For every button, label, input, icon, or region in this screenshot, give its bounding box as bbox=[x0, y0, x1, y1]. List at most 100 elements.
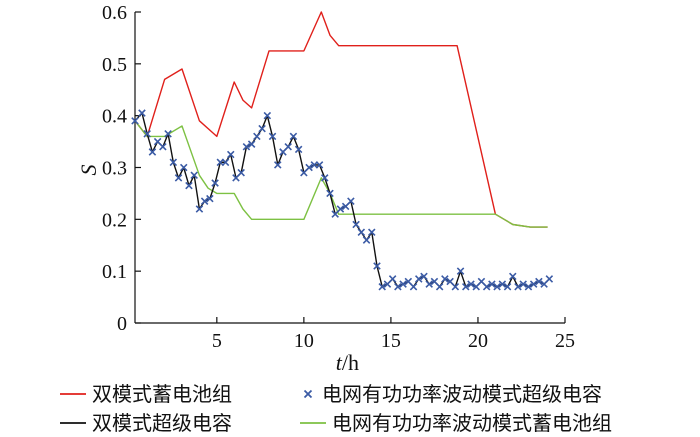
data-point-marker bbox=[237, 168, 245, 177]
data-point-marker bbox=[529, 280, 538, 288]
data-point-marker bbox=[247, 140, 256, 148]
data-point-marker bbox=[503, 282, 512, 291]
y-tick-label: 0.1 bbox=[102, 261, 127, 283]
data-point-marker bbox=[357, 228, 366, 237]
data-point-marker bbox=[394, 282, 402, 291]
data-point-marker bbox=[545, 275, 554, 283]
data-point-marker bbox=[185, 181, 193, 190]
y-tick-label: 0.5 bbox=[102, 54, 127, 76]
x-tick-label: 10 bbox=[294, 330, 314, 352]
data-point-marker bbox=[451, 282, 460, 291]
legend-item: 双模式超级电容 bbox=[60, 411, 232, 435]
data-point-marker bbox=[488, 280, 496, 288]
data-point-marker bbox=[164, 130, 172, 138]
data-point-marker bbox=[315, 161, 324, 169]
series-layer bbox=[131, 11, 554, 291]
data-point-marker bbox=[211, 179, 219, 187]
data-point-marker bbox=[425, 280, 433, 288]
x-axis-label-variable: t bbox=[336, 350, 343, 375]
data-point-marker bbox=[352, 220, 360, 229]
x-tick-label: 15 bbox=[381, 330, 401, 352]
data-point-marker bbox=[221, 158, 230, 167]
legend-label: 电网有功功率波动模式蓄电池组 bbox=[332, 411, 612, 435]
data-point-marker bbox=[174, 174, 183, 182]
data-point-marker bbox=[305, 163, 313, 172]
data-point-marker bbox=[367, 228, 376, 237]
data-point-marker bbox=[378, 282, 386, 291]
legend-label: 双模式超级电容 bbox=[92, 411, 232, 435]
data-point-marker bbox=[179, 163, 188, 172]
series-1 bbox=[134, 112, 550, 288]
data-point-marker bbox=[320, 174, 329, 182]
data-point-marker bbox=[284, 143, 292, 151]
series-2 bbox=[131, 109, 554, 291]
data-point-marker bbox=[388, 275, 397, 283]
data-point-marker bbox=[441, 275, 449, 283]
data-point-marker bbox=[467, 280, 475, 288]
y-tick-label: 0.6 bbox=[102, 2, 127, 24]
x-axis-label: t/h bbox=[336, 350, 359, 375]
data-point-marker bbox=[131, 117, 139, 125]
data-point-marker bbox=[493, 282, 501, 291]
data-point-marker bbox=[169, 158, 178, 167]
data-point-marker bbox=[273, 161, 282, 169]
x-tick-label: 5 bbox=[212, 330, 222, 352]
data-point-marker bbox=[336, 205, 345, 213]
data-point-marker bbox=[200, 197, 209, 205]
data-point-marker bbox=[514, 282, 522, 291]
legend-item: 双模式蓄电池组 bbox=[60, 382, 232, 406]
legend-label: 电网有功功率波动模式超级电容 bbox=[322, 382, 602, 406]
series-line bbox=[134, 112, 550, 288]
data-point-marker bbox=[206, 194, 214, 203]
data-point-marker bbox=[253, 132, 261, 141]
y-axis-label: S bbox=[76, 165, 101, 176]
y-tick-label: 0.4 bbox=[102, 106, 127, 128]
data-point-marker bbox=[435, 282, 444, 291]
data-point-marker bbox=[226, 150, 235, 159]
data-point-marker bbox=[373, 262, 381, 270]
data-point-marker bbox=[138, 109, 146, 117]
data-point-marker bbox=[498, 280, 507, 288]
y-tick-label: 0.3 bbox=[102, 158, 127, 180]
data-point-marker bbox=[414, 275, 423, 283]
data-point-marker bbox=[409, 282, 418, 291]
data-point-marker bbox=[190, 171, 198, 180]
data-point-marker bbox=[482, 282, 491, 291]
data-point-marker bbox=[420, 272, 428, 281]
data-point-marker bbox=[263, 111, 272, 120]
data-point-marker bbox=[399, 280, 407, 288]
data-point-marker bbox=[294, 145, 303, 154]
data-point-marker bbox=[289, 132, 298, 141]
data-point-marker bbox=[524, 282, 533, 291]
legend-label: 双模式蓄电池组 bbox=[92, 382, 232, 406]
y-tick-labels: 0 0.1 0.2 0.3 0.4 0.5 0.6 bbox=[102, 2, 127, 335]
x-tick-labels: 5 10 15 20 25 bbox=[212, 330, 575, 352]
legend-item: 电网有功功率波动模式蓄电池组 bbox=[300, 411, 612, 435]
series-line bbox=[134, 120, 548, 228]
data-point-marker bbox=[347, 197, 355, 205]
data-point-marker bbox=[258, 124, 266, 133]
data-point-marker bbox=[148, 148, 157, 156]
data-point-marker bbox=[159, 143, 167, 151]
legend-item: 电网有功功率波动模式超级电容 bbox=[303, 382, 602, 406]
data-point-marker bbox=[326, 189, 334, 198]
data-point-marker bbox=[535, 277, 543, 286]
y-tick-label: 0.2 bbox=[102, 209, 127, 231]
legend-swatch bbox=[303, 389, 313, 399]
data-point-marker bbox=[195, 205, 204, 213]
axes bbox=[134, 11, 566, 324]
data-point-marker bbox=[456, 267, 465, 275]
data-point-marker bbox=[519, 280, 527, 288]
data-point-marker bbox=[362, 236, 371, 244]
data-point-marker bbox=[509, 272, 517, 281]
data-point-marker bbox=[462, 282, 470, 291]
x-axis-label-unit: /h bbox=[342, 350, 359, 375]
series-3 bbox=[134, 120, 548, 228]
x-tick-label: 25 bbox=[555, 330, 575, 352]
y-tick-label: 0 bbox=[117, 313, 127, 335]
data-point-marker bbox=[242, 143, 251, 151]
x-tick-label: 20 bbox=[468, 330, 488, 352]
